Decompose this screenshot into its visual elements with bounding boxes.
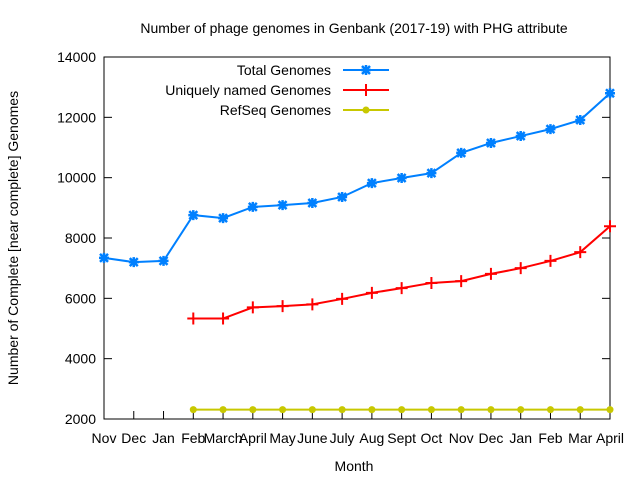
data-point [158, 255, 169, 266]
data-point [308, 406, 316, 414]
data-point [217, 312, 230, 325]
y-tick-label: 8000 [65, 230, 96, 246]
data-point [361, 65, 371, 75]
y-tick-label: 4000 [65, 351, 96, 367]
x-tick-label: May [269, 430, 295, 446]
x-tick-label: July [330, 430, 355, 446]
data-point [362, 106, 370, 114]
data-point [219, 406, 227, 414]
data-point [189, 406, 197, 414]
x-tick-label: March [204, 430, 243, 446]
data-point [128, 257, 139, 268]
data-point [517, 406, 525, 414]
data-point [306, 298, 319, 311]
x-tick-label: Nov [92, 430, 117, 446]
data-point [395, 282, 408, 295]
data-point [99, 252, 109, 263]
data-point [337, 191, 348, 202]
series-total-genomes [99, 88, 615, 268]
data-point [605, 88, 615, 99]
x-tick-label: Dec [121, 430, 146, 446]
x-tick-label: Nov [449, 430, 474, 446]
chart-title: Number of phage genomes in Genbank (2017… [140, 20, 567, 36]
x-tick-label: Aug [359, 430, 384, 446]
data-point [515, 131, 526, 142]
data-point [366, 178, 377, 189]
data-point [606, 406, 614, 414]
data-point [396, 172, 407, 183]
x-tick-label: Feb [181, 430, 205, 446]
legend-label: RefSeq Genomes [220, 102, 331, 118]
x-tick-label: Dec [478, 430, 503, 446]
data-point [279, 406, 287, 414]
data-point [249, 406, 257, 414]
data-point [277, 200, 288, 211]
y-tick-label: 14000 [57, 49, 96, 65]
data-point [307, 198, 318, 209]
x-axis-label: Month [335, 458, 374, 474]
data-point [336, 292, 349, 305]
legend-label: Total Genomes [237, 62, 331, 78]
data-point [455, 275, 468, 288]
legend-label: Uniquely named Genomes [165, 82, 331, 98]
x-tick-label: Sept [387, 430, 416, 446]
series-line [103, 92, 611, 264]
data-point [368, 406, 376, 414]
data-point [365, 286, 378, 299]
y-tick-label: 10000 [57, 170, 96, 186]
data-point [545, 124, 556, 135]
data-point [218, 213, 229, 224]
x-tick-label: Oct [421, 430, 443, 446]
x-tick-label: Mar [568, 430, 592, 446]
data-point [575, 115, 586, 126]
series-uniquely-named-genomes [187, 220, 616, 325]
x-tick-label: Jan [152, 430, 175, 446]
data-point [514, 262, 527, 275]
x-tick-label: Jan [509, 430, 532, 446]
y-tick-label: 12000 [57, 109, 96, 125]
data-point [247, 201, 258, 212]
y-axis-label: Number of Complete [near complete] Genom… [5, 91, 21, 385]
y-tick-label: 2000 [65, 411, 96, 427]
data-point [576, 406, 584, 414]
data-point [484, 267, 497, 280]
data-point [398, 406, 406, 414]
data-point [457, 406, 465, 414]
x-tick-label: April [239, 430, 267, 446]
data-point [338, 406, 346, 414]
data-point [360, 84, 372, 96]
data-point [485, 137, 496, 148]
x-tick-label: Feb [538, 430, 562, 446]
data-point [425, 276, 438, 289]
y-tick-label: 6000 [65, 290, 96, 306]
data-point [426, 168, 437, 179]
data-point [604, 220, 616, 233]
data-point [487, 406, 495, 414]
data-point [246, 301, 259, 314]
data-point [188, 210, 199, 221]
data-point [187, 312, 200, 325]
series-refseq-genomes [189, 406, 614, 414]
data-point [544, 254, 557, 267]
data-point [427, 406, 435, 414]
data-point [456, 147, 467, 158]
plot-frame [103, 56, 611, 420]
data-point [546, 406, 554, 414]
data-point [574, 246, 587, 259]
x-tick-label: April [596, 430, 624, 446]
series-line [193, 225, 611, 320]
x-tick-label: June [297, 430, 328, 446]
data-point [276, 300, 289, 313]
